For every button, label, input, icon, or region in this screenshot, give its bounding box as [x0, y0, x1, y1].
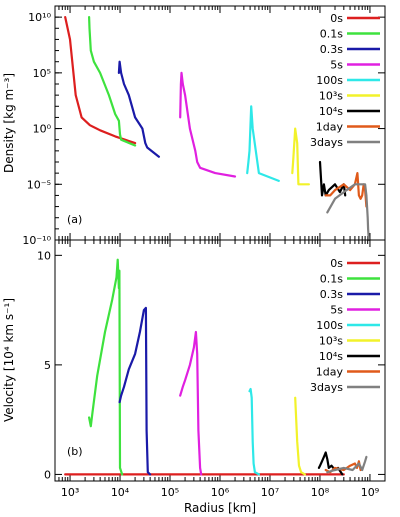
- velocity-x-tick-label: 10⁵: [161, 486, 179, 499]
- velocity-legend-label: 3days: [310, 381, 343, 394]
- velocity-x-tick-label: 10⁹: [361, 486, 379, 499]
- density-y-tick-label: 10⁻¹⁰: [22, 234, 51, 247]
- velocity-x-tick-label: 10³: [61, 486, 79, 499]
- velocity-series-line-5s: [179, 330, 203, 476]
- density-panel: 10⁻¹⁰ 10⁻⁵ 10⁰ 10⁵ 10¹⁰ 0s 0.1s 0.3s 5s 100s 10³s…: [2, 5, 386, 247]
- velocity-legend-label: 5s: [330, 304, 343, 317]
- radius-x-axis-title: Radius [km]: [184, 501, 256, 515]
- density-legend-label: 10³s: [319, 90, 343, 103]
- density-series-line-10s: [318, 160, 347, 197]
- velocity-x-tick-label: 10⁷: [261, 486, 279, 499]
- velocity-legend-label: 0.3s: [320, 288, 343, 301]
- density-legend-label: 0.1s: [320, 28, 343, 41]
- density-y-ticks: 10⁻¹⁰ 10⁻⁵ 10⁰ 10⁵ 10¹⁰: [22, 5, 385, 247]
- density-series-line-5s: [179, 71, 237, 178]
- density-y-tick-label: 10¹⁰: [28, 11, 51, 24]
- velocity-y-ticks: 0 5 10: [37, 249, 385, 481]
- density-y-axis-title: Density [kg m⁻³]: [2, 73, 16, 173]
- density-legend-label: 5s: [330, 59, 343, 72]
- density-legend-label: 0s: [330, 12, 343, 25]
- velocity-x-tick-label: 10⁴: [111, 486, 130, 499]
- density-series-line-03s: [117, 60, 160, 158]
- velocity-legend-label: 10³s: [319, 335, 343, 348]
- velocity-legend-label: 1day: [316, 366, 344, 379]
- velocity-series-group: [64, 258, 368, 476]
- velocity-series-line-01s: [88, 258, 124, 476]
- velocity-y-tick-label: 0: [44, 468, 51, 481]
- velocity-series-line-10s: [294, 396, 306, 476]
- velocity-series-line-3days: [326, 455, 368, 474]
- density-panel-label: (a): [67, 213, 82, 226]
- density-y-tick-label: 10⁵: [33, 67, 51, 80]
- density-legend-label: 1day: [316, 121, 344, 134]
- density-legend: 0s 0.1s 0.3s 5s 100s 10³s 10⁴s 1day 3days: [310, 12, 380, 149]
- density-series-line-3days: [326, 183, 370, 242]
- density-x-ticks: [54, 6, 386, 240]
- density-legend-label: 0.3s: [320, 43, 343, 56]
- density-legend-label: 10⁴s: [319, 105, 343, 118]
- velocity-y-tick-label: 5: [44, 359, 51, 372]
- density-y-tick-label: 10⁻⁵: [27, 178, 51, 191]
- velocity-legend-label: 0s: [330, 257, 343, 270]
- velocity-panel-label: (b): [67, 445, 83, 458]
- velocity-x-ticks: 10³ 10⁴ 10⁵ 10⁶ 10⁷ 10⁸ 10⁹: [54, 240, 386, 499]
- density-legend-label: 100s: [316, 74, 343, 87]
- velocity-x-tick-label: 10⁸: [311, 486, 330, 499]
- density-legend-label: 3days: [310, 136, 343, 149]
- velocity-series-line-03s: [118, 306, 152, 476]
- velocity-legend-label: 10⁴s: [319, 350, 343, 363]
- density-series-line-01s: [88, 16, 137, 147]
- velocity-legend: 0s 0.1s 0.3s 5s 100s 10³s 10⁴s 1day 3days: [310, 257, 380, 394]
- velocity-y-axis-title: Velocity [10⁴ km s⁻¹]: [2, 298, 16, 422]
- density-series-line-100s: [246, 105, 280, 182]
- velocity-y-tick-label: 10: [37, 249, 51, 262]
- velocity-legend-label: 100s: [316, 319, 343, 332]
- density-series-group: [64, 16, 370, 242]
- density-y-tick-label: 10⁰: [33, 123, 52, 136]
- velocity-legend-label: 0.1s: [320, 273, 343, 286]
- velocity-series-line-100s: [248, 387, 260, 476]
- density-series-line-0s: [64, 16, 137, 145]
- velocity-x-tick-label: 10⁶: [211, 486, 230, 499]
- density-series-line-10s: [291, 127, 310, 186]
